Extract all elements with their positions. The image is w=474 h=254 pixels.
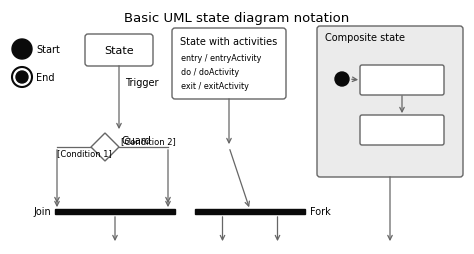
FancyBboxPatch shape bbox=[172, 29, 286, 100]
Text: State: State bbox=[104, 46, 134, 56]
Text: State 1: State 1 bbox=[383, 76, 421, 86]
Circle shape bbox=[16, 72, 28, 84]
Polygon shape bbox=[91, 133, 119, 161]
Text: Guard: Guard bbox=[122, 135, 152, 146]
Circle shape bbox=[12, 40, 32, 60]
Bar bbox=[195, 209, 305, 214]
Text: Trigger: Trigger bbox=[125, 78, 158, 88]
FancyBboxPatch shape bbox=[85, 35, 153, 67]
Text: End: End bbox=[36, 73, 55, 83]
FancyBboxPatch shape bbox=[360, 66, 444, 96]
Text: Start: Start bbox=[36, 45, 60, 55]
Text: Basic UML state diagram notation: Basic UML state diagram notation bbox=[124, 12, 350, 25]
Bar bbox=[55, 209, 175, 214]
FancyBboxPatch shape bbox=[317, 27, 463, 177]
Text: [Condition 2]: [Condition 2] bbox=[121, 136, 176, 146]
Text: State 2: State 2 bbox=[383, 125, 421, 135]
Circle shape bbox=[335, 73, 349, 87]
Text: entry / entryActivity
do / doActivity
exit / exitActivity: entry / entryActivity do / doActivity ex… bbox=[181, 54, 261, 90]
FancyBboxPatch shape bbox=[360, 116, 444, 146]
Text: Fork: Fork bbox=[310, 207, 331, 217]
Text: Composite state: Composite state bbox=[325, 33, 405, 43]
Text: [Condition 1]: [Condition 1] bbox=[57, 148, 112, 157]
Text: Join: Join bbox=[33, 207, 51, 217]
Text: State with activities: State with activities bbox=[181, 37, 278, 47]
